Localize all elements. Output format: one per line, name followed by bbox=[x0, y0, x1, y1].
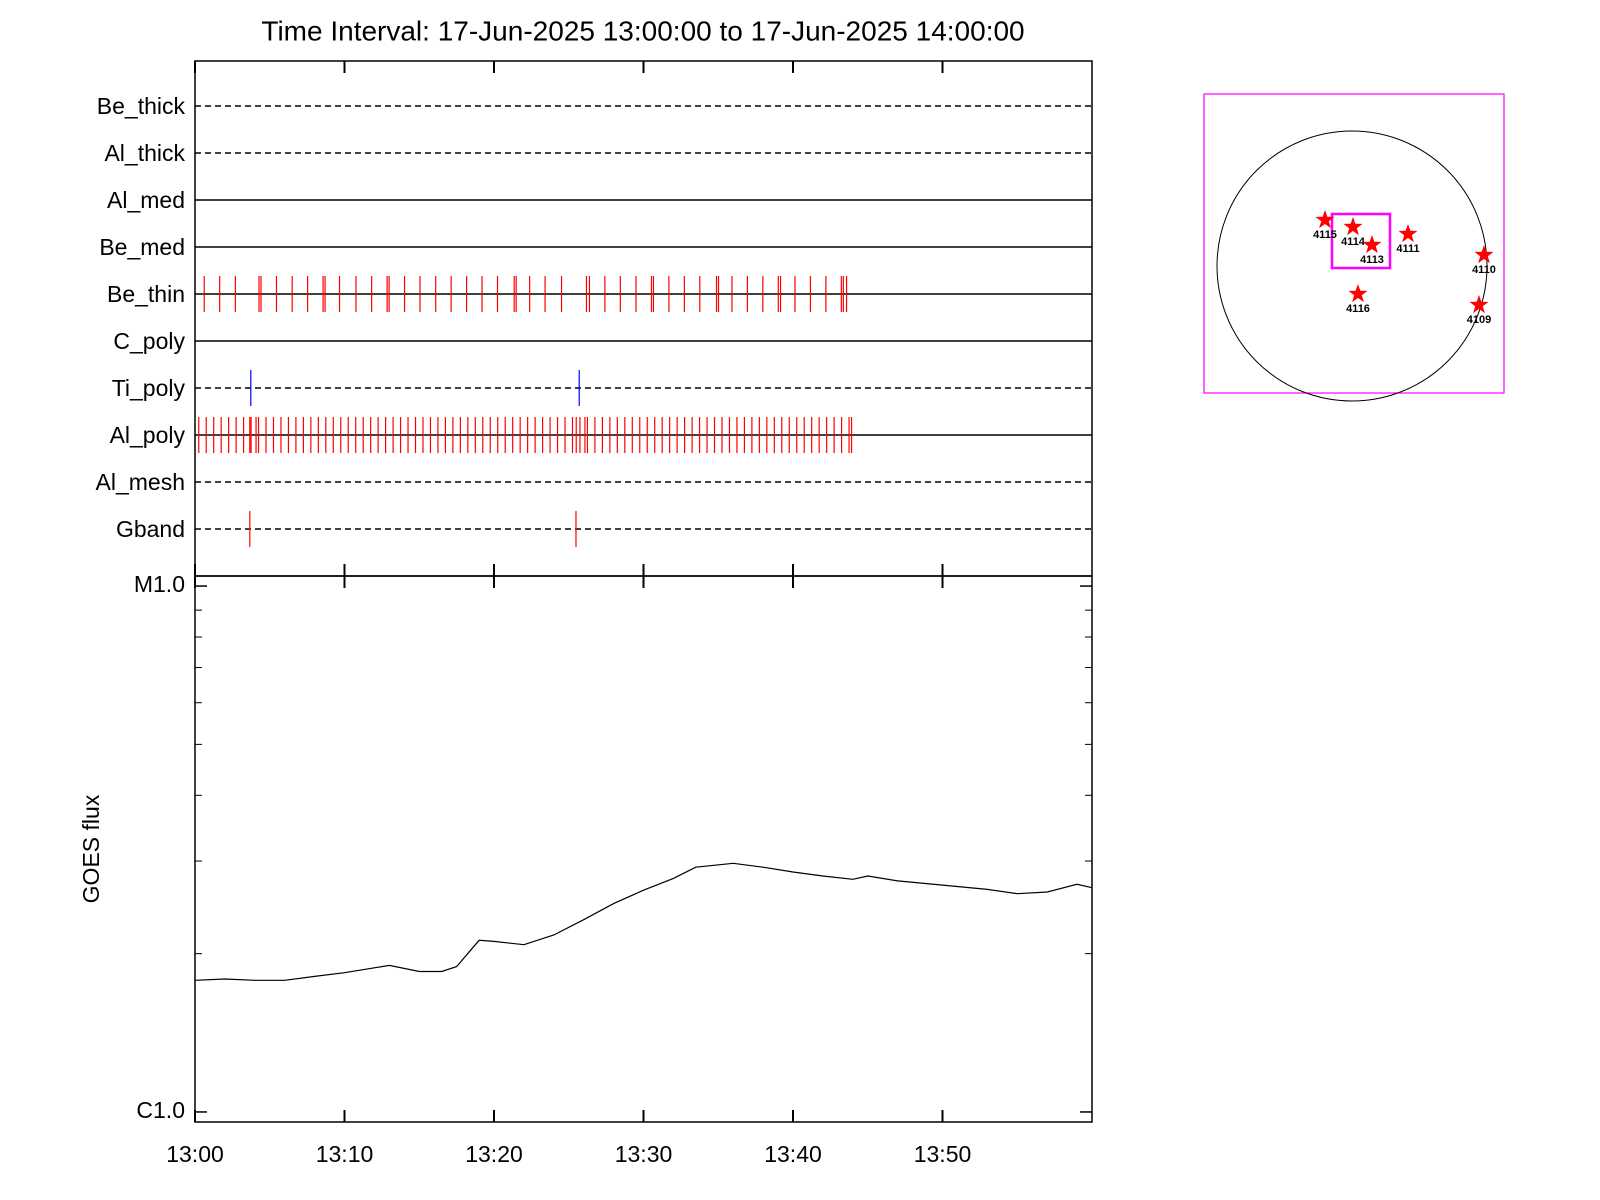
channel-label: C_poly bbox=[113, 328, 185, 354]
sun-map: 4115 4114 4113 4111 4110 4116 4109 bbox=[1203, 93, 1505, 402]
region-label: 4115 bbox=[1313, 229, 1337, 241]
region: 4110 bbox=[1472, 245, 1496, 276]
region: 4115 bbox=[1313, 210, 1337, 241]
x-tick-label: 13:10 bbox=[316, 1141, 374, 1167]
x-tick-label: 13:30 bbox=[615, 1141, 673, 1167]
solar-limb bbox=[1216, 130, 1488, 402]
region-label: 4109 bbox=[1467, 314, 1491, 326]
chart-title: Time Interval: 17-Jun-2025 13:00:00 to 1… bbox=[261, 15, 1024, 46]
region: 4113 bbox=[1360, 235, 1384, 266]
x-tick-label: 13:50 bbox=[914, 1141, 972, 1167]
channel-label: Be_med bbox=[99, 234, 185, 260]
fov-box bbox=[1330, 212, 1392, 270]
x-tick-label: 13:20 bbox=[465, 1141, 523, 1167]
channel-label: Al_poly bbox=[110, 422, 186, 448]
y-tick-label: C1.0 bbox=[136, 1097, 185, 1123]
channel-label: Be_thick bbox=[97, 93, 186, 119]
channel-label: Al_mesh bbox=[96, 469, 185, 495]
region: 4109 bbox=[1467, 295, 1491, 326]
region-label: 4113 bbox=[1360, 254, 1384, 266]
y-tick-label: M1.0 bbox=[134, 571, 185, 597]
channel-label: Gband bbox=[116, 516, 185, 542]
panel-frame bbox=[194, 575, 1093, 1123]
channel-label: Be_thin bbox=[107, 281, 185, 307]
map-frame bbox=[1203, 93, 1505, 394]
channel-label: Ti_poly bbox=[112, 375, 186, 401]
channel-label: Al_thick bbox=[104, 140, 185, 166]
region: 4111 bbox=[1396, 224, 1420, 255]
region-label: 4116 bbox=[1346, 303, 1370, 315]
x-tick-label: 13:40 bbox=[764, 1141, 822, 1167]
region-label: 4114 bbox=[1341, 236, 1366, 248]
goes-line bbox=[194, 862, 1093, 981]
region: 4116 bbox=[1346, 284, 1370, 315]
region: 4114 bbox=[1341, 217, 1366, 248]
region-label: 4111 bbox=[1396, 243, 1419, 255]
panel-frame bbox=[194, 60, 1093, 577]
channel-label: Al_med bbox=[107, 187, 185, 213]
y-axis-label: GOES flux bbox=[78, 794, 104, 903]
region-label: 4110 bbox=[1472, 264, 1496, 276]
x-tick-label: 13:00 bbox=[166, 1141, 224, 1167]
